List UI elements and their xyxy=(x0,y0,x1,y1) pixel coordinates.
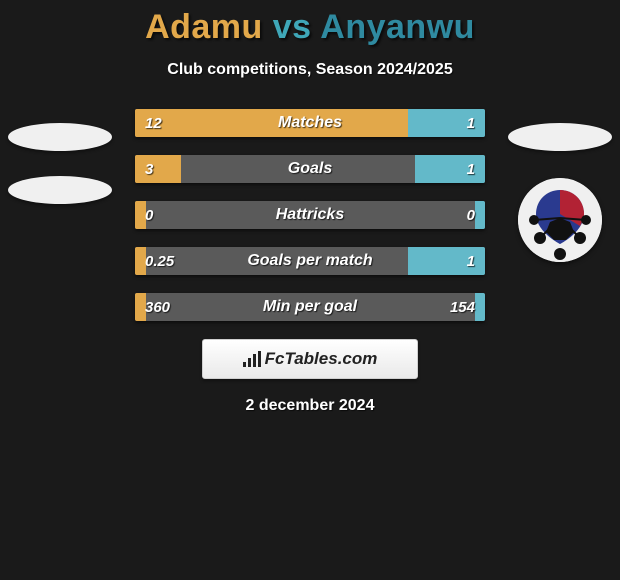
subtitle: Club competitions, Season 2024/2025 xyxy=(0,61,620,79)
stat-label: Min per goal xyxy=(135,293,485,321)
comparison-title: Adamu vs Anyanwu xyxy=(0,0,620,47)
placeholder-ellipse-icon xyxy=(508,123,612,151)
placeholder-ellipse-icon xyxy=(8,123,112,151)
player-left-badge-slot xyxy=(8,123,112,151)
stat-label: Matches xyxy=(135,109,485,137)
stat-row: 360154Min per goal xyxy=(135,293,485,321)
brand-text: FcTables.com xyxy=(265,349,378,369)
player-left-badge-slot xyxy=(8,176,112,204)
player-left-name: Adamu xyxy=(145,8,263,46)
snapshot-date: 2 december 2024 xyxy=(0,397,620,415)
vs-word: vs xyxy=(273,8,312,46)
bars-icon xyxy=(243,351,261,367)
stat-label: Goals xyxy=(135,155,485,183)
stats-table: 121Matches 31Goals 00Hattricks 0.251Goals p… xyxy=(135,109,485,321)
stat-row: 00Hattricks xyxy=(135,201,485,229)
player-right-name: Anyanwu xyxy=(320,8,475,46)
stat-row: 121Matches xyxy=(135,109,485,137)
player-right-club-badge xyxy=(518,178,602,262)
player-right-badge-slot xyxy=(508,123,612,151)
club-crest-icon xyxy=(518,178,602,262)
stat-row: 0.251Goals per match xyxy=(135,247,485,275)
stat-label: Goals per match xyxy=(135,247,485,275)
stat-row: 31Goals xyxy=(135,155,485,183)
fctables-logo[interactable]: FcTables.com xyxy=(202,339,418,379)
placeholder-ellipse-icon xyxy=(8,176,112,204)
stat-label: Hattricks xyxy=(135,201,485,229)
